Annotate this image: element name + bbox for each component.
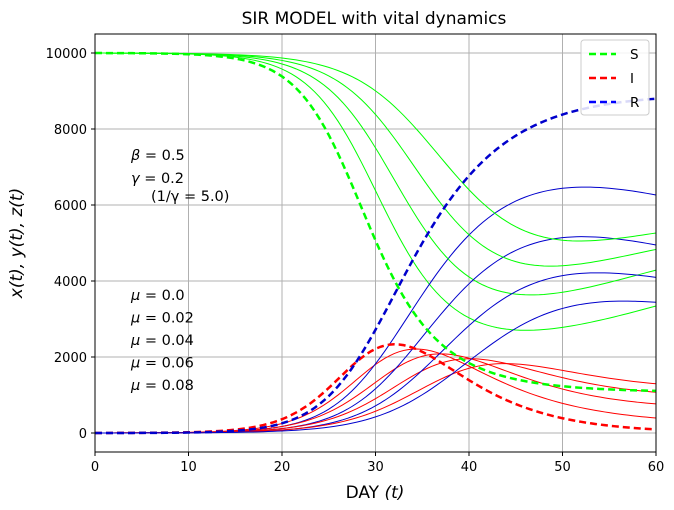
y-tick-label: 6000: [54, 199, 87, 214]
parameter-annotations: β = 0.5 γ = 0.2 (1/γ = 5.0) μ = 0.0 μ = 0.02…: [130, 148, 229, 394]
legend-label-r: R: [630, 95, 639, 111]
y-tick-label: 10000: [46, 47, 87, 62]
grid: [94, 34, 657, 452]
x-axis: 0 10 20 30 40 50 60: [91, 452, 664, 475]
y-tick-label: 4000: [54, 275, 87, 290]
annotation-mu-4: μ = 0.08: [130, 378, 194, 394]
legend-label-i: I: [630, 71, 634, 87]
x-tick-label: 50: [554, 460, 571, 475]
series-r-mu-0: [95, 97, 657, 435]
y-tick-label: 8000: [54, 123, 87, 138]
annotation-mu-0: μ = 0.0: [130, 288, 185, 304]
series-group: [94, 51, 657, 435]
annotation-mu-3: μ = 0.06: [130, 356, 194, 372]
x-tick-label: 60: [648, 460, 665, 475]
x-tick-label: 40: [461, 460, 478, 475]
annotation-gamma-inverse: (1/γ = 5.0): [151, 189, 229, 205]
x-tick-label: 0: [91, 460, 99, 475]
legend: SIR: [580, 39, 650, 116]
x-tick-label: 10: [180, 460, 197, 475]
x-axis-label-var: (t): [384, 483, 404, 503]
y-axis-label: x(t), y(t), z(t): [7, 188, 27, 299]
annotation-gamma: γ = 0.2: [131, 171, 184, 187]
annotation-mu-1: μ = 0.02: [130, 311, 194, 327]
y-tick-label: 2000: [54, 351, 87, 366]
annotation-mu-2: μ = 0.04: [130, 333, 194, 349]
annotation-beta: β = 0.5: [130, 148, 185, 164]
legend-label-s: S: [630, 47, 639, 63]
y-axis: 0 2000 4000 6000 8000 10000: [46, 47, 95, 442]
y-tick-label: 0: [79, 427, 87, 442]
x-axis-label-text: DAY: [346, 483, 380, 503]
x-tick-label: 20: [274, 460, 291, 475]
x-tick-label: 30: [367, 460, 384, 475]
chart-title: SIR MODEL with vital dynamics: [242, 9, 507, 29]
series-s-mu-0: [94, 51, 657, 393]
x-axis-label: DAY (t): [346, 483, 405, 503]
